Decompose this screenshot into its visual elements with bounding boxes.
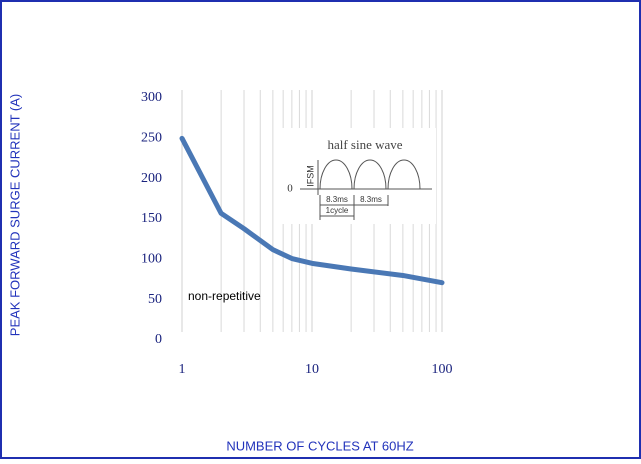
inset-label: 8.3ms bbox=[326, 195, 348, 204]
x-axis-label: NUMBER OF CYCLES AT 60HZ bbox=[226, 438, 413, 453]
inset-wave bbox=[319, 159, 421, 190]
inset: half sine wave 0 IFSM 8.3ms 8.3ms 1cycle bbox=[282, 128, 436, 224]
annotation: non-repetitive bbox=[188, 289, 261, 303]
y-tick-label: 300 bbox=[141, 90, 162, 105]
y-tick-label: 250 bbox=[141, 131, 162, 146]
inset-title: half sine wave bbox=[327, 137, 402, 152]
y-tick-label: 100 bbox=[141, 252, 162, 267]
y-axis-label: PEAK FORWARD SURGE CURRENT (A) bbox=[7, 94, 22, 336]
inset-label: 1cycle bbox=[326, 206, 349, 215]
y-tick-label: 150 bbox=[141, 211, 162, 226]
y-tick-label: 0 bbox=[155, 332, 162, 347]
x-tick-label: 1 bbox=[179, 362, 186, 377]
x-tick-label: 10 bbox=[305, 362, 319, 377]
inset-bg bbox=[282, 128, 436, 224]
inset-zero: 0 bbox=[287, 183, 293, 195]
x-tick-label: 100 bbox=[432, 362, 453, 377]
inset-label: 8.3ms bbox=[360, 195, 382, 204]
y-tick-label: 50 bbox=[148, 292, 162, 307]
inset-axis-label: IFSM bbox=[305, 165, 315, 187]
y-tick-label: 200 bbox=[141, 171, 162, 186]
line bbox=[179, 135, 445, 286]
